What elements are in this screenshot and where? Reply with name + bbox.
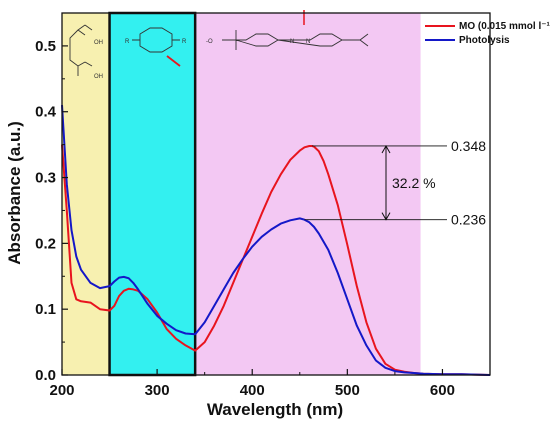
x-tick-label: 500	[335, 382, 360, 399]
structure-label-so3: -O	[206, 39, 213, 45]
series-layer	[61, 105, 491, 376]
y-tick-label: 0.1	[35, 301, 56, 318]
structure-label-r-2: R	[182, 39, 187, 45]
y-tick-label: 0.3	[35, 170, 56, 187]
benzene-ring-structure-drawing: R R	[125, 27, 187, 67]
spectral-regions	[62, 11, 421, 377]
x-axis-title: Wavelength (nm)	[207, 400, 343, 419]
structure-label-n-2: N	[306, 39, 310, 45]
y-tick-label: 0.2	[35, 235, 56, 252]
region-band-2	[109, 13, 196, 375]
x-tick-label: 400	[240, 382, 265, 399]
y-tick-label: 0.5	[35, 38, 56, 55]
series-line-1	[61, 144, 491, 376]
y-axis-title: Absorbance (a.u.)	[5, 121, 24, 265]
region-band-3	[195, 13, 421, 375]
structure-label-oh-2: OH	[94, 74, 103, 80]
axes-layer: 200 300 400 500 600 0.0 0.1 0.2 0.3 0.4 0.5	[35, 12, 491, 399]
x-tick-label: 300	[145, 382, 170, 399]
x-tick-label: 200	[49, 382, 74, 399]
annotation-value-top: 0.348	[451, 138, 486, 154]
annotation-arrow-up	[381, 144, 391, 154]
legend: MO (0.015 mmol l⁻¹) Photolysis	[425, 21, 550, 46]
y-tick-label: 0.0	[35, 367, 56, 384]
annotation-arrow-down	[381, 212, 391, 221]
annotation-difference: 32.2 %	[392, 175, 436, 191]
y-tick-label: 0.4	[35, 104, 57, 121]
plot-frame	[61, 12, 491, 376]
structure-label-n-1: N	[290, 39, 294, 45]
annotation-value-bottom: 0.236	[451, 212, 486, 228]
region-band-1	[62, 13, 110, 375]
structure-label-r-1: R	[125, 39, 130, 45]
legend-label-photolysis: Photolysis	[459, 35, 510, 46]
series-line-2	[61, 105, 491, 376]
x-tick-label: 600	[430, 382, 455, 399]
structure-label-oh-1: OH	[94, 40, 103, 46]
legend-label-mo: MO (0.015 mmol l⁻¹)	[459, 21, 550, 32]
succinic-acid-structure-drawing: OH OH	[69, 24, 103, 80]
annotation-layer: 0.348 0.236 32.2 %	[304, 138, 486, 228]
